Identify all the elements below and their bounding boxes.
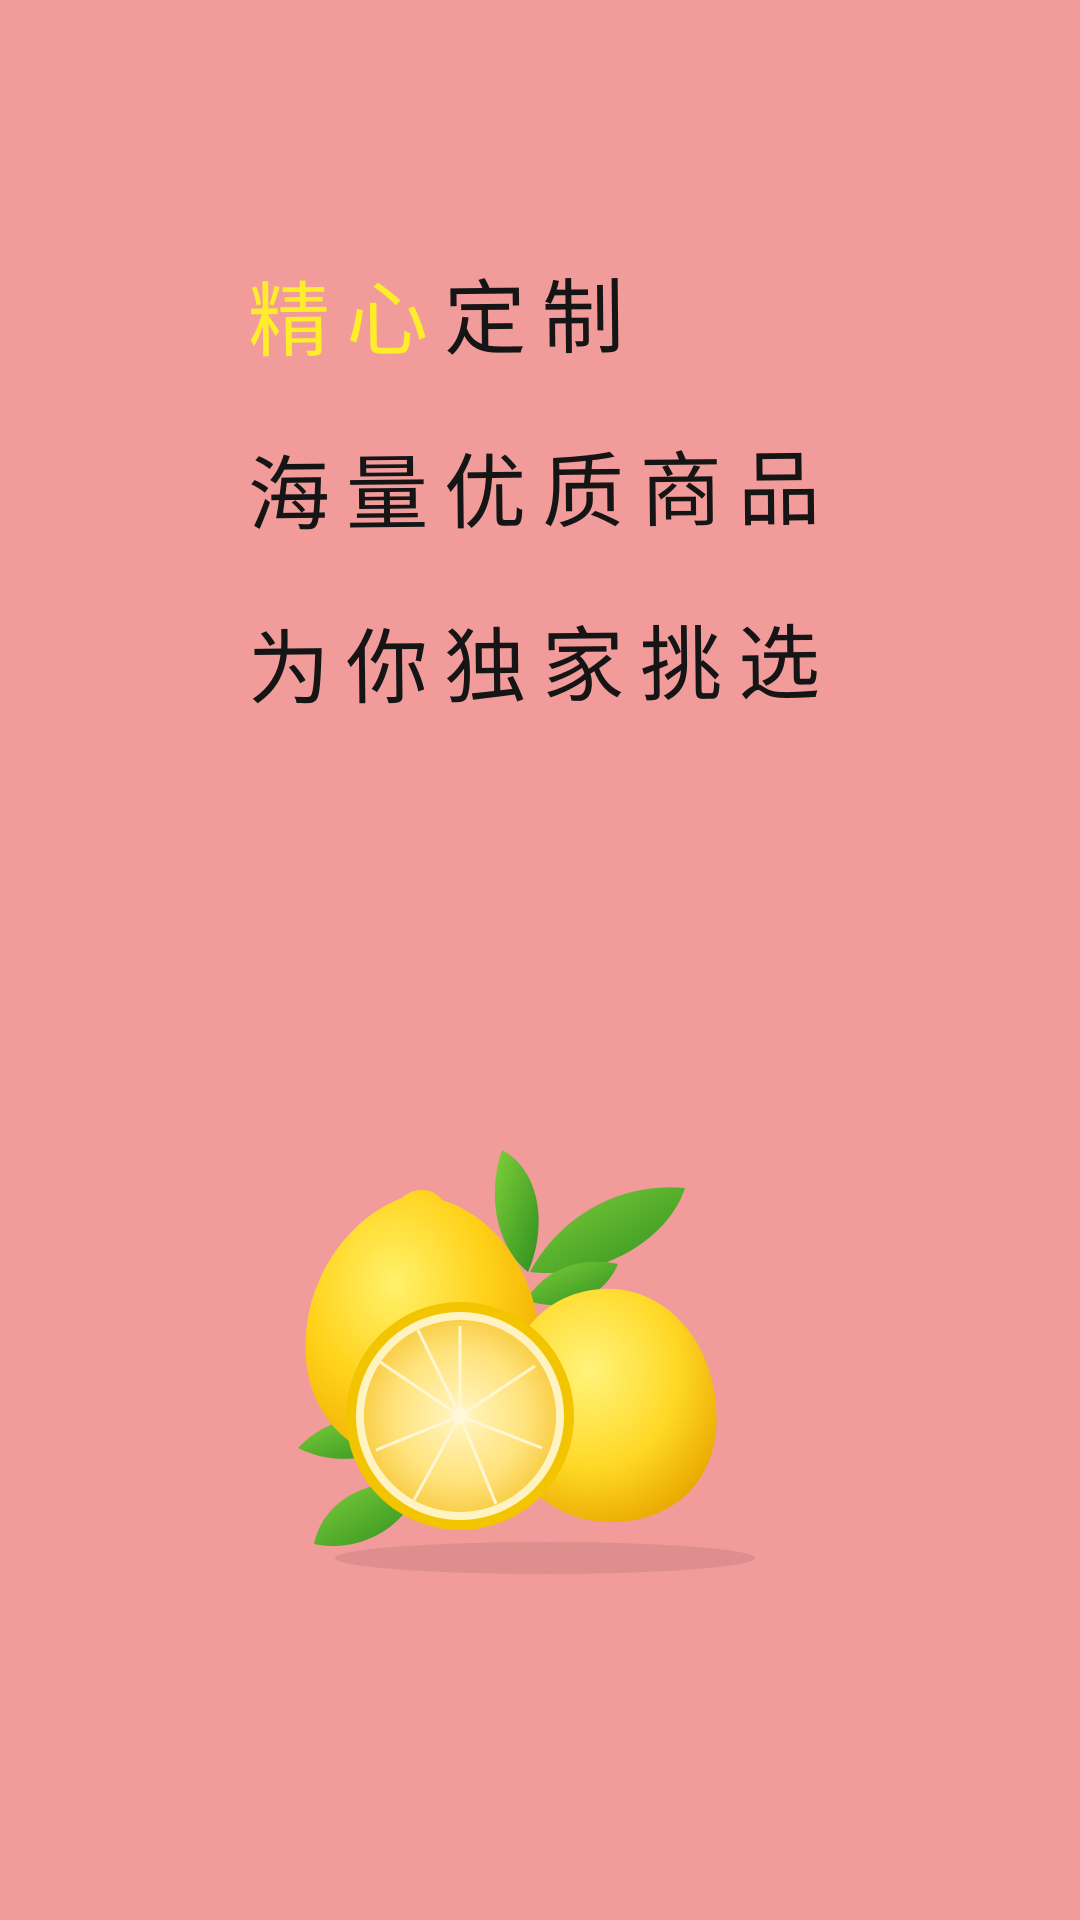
lemons-image: [298, 1150, 755, 1574]
lemon-icon: [305, 1189, 717, 1530]
headline-line-1: 精心定制: [247, 271, 889, 370]
headline-line-3: 为你独家挑选: [247, 616, 837, 718]
lemons-illustration: [290, 1130, 800, 1590]
headline-line-2: 海量优质商品: [247, 442, 837, 544]
splash-headline: 精心定制 海量优质商品 为你独家挑选: [247, 271, 888, 718]
headline-accent-text: 精心: [247, 272, 445, 370]
lemon-shadow: [335, 1542, 755, 1574]
headline-rest-text: 定制: [443, 270, 641, 368]
